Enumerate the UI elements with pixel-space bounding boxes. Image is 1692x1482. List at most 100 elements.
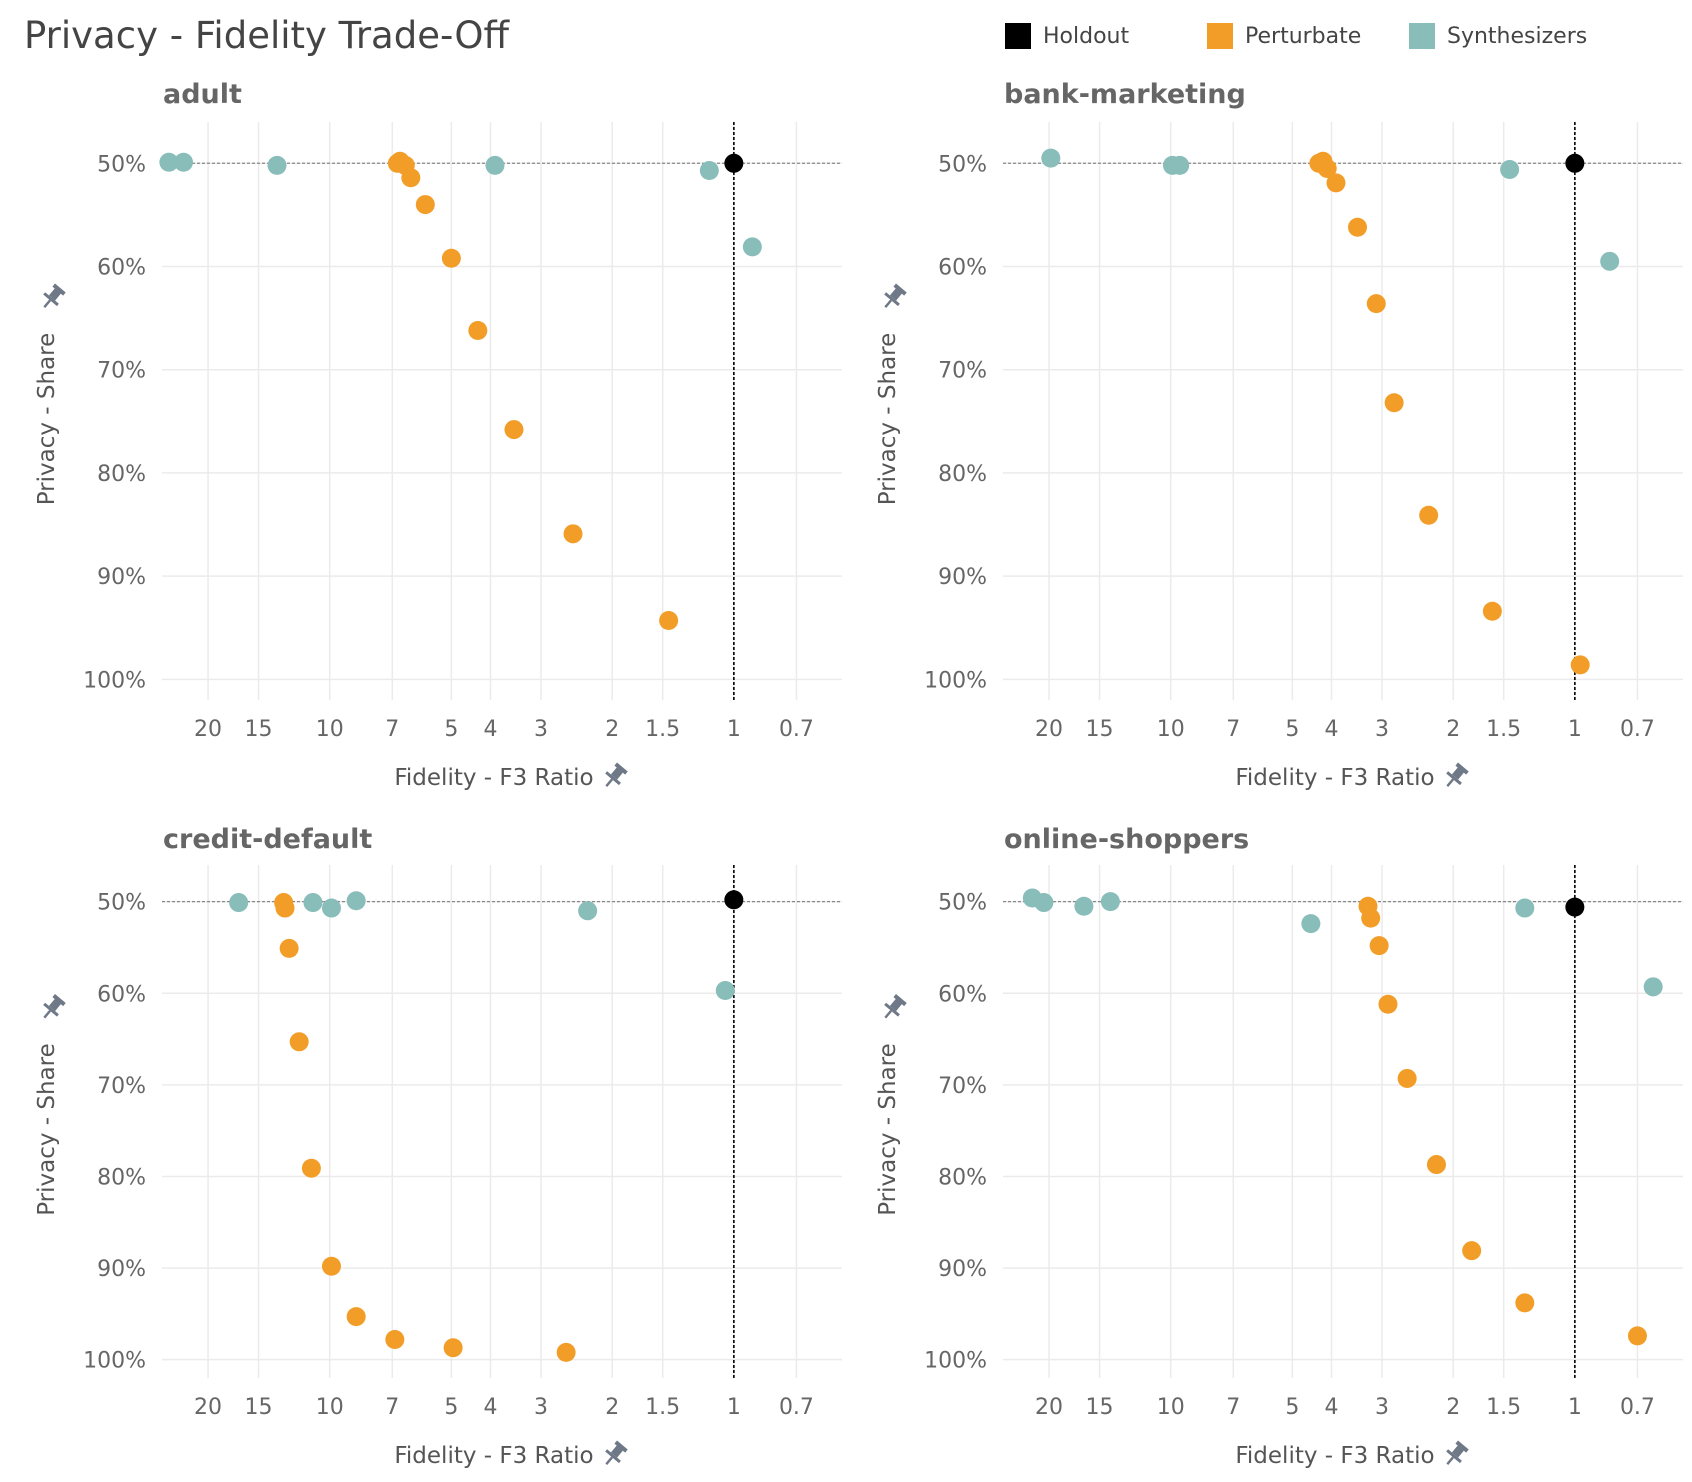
data-point-synthesizers[interactable] [715, 981, 735, 1001]
pin-icon[interactable] [599, 1439, 629, 1470]
data-point-perturbate[interactable] [1627, 1326, 1647, 1346]
pin-icon[interactable] [37, 282, 67, 313]
data-point-synthesizers[interactable] [174, 152, 194, 172]
data-point-synthesizers[interactable] [1074, 896, 1094, 916]
x-tick-label: 10 [1157, 1395, 1185, 1420]
data-point-perturbate[interactable] [1482, 601, 1502, 621]
data-point-perturbate[interactable] [1347, 217, 1367, 237]
data-point-perturbate[interactable] [1326, 173, 1346, 193]
pin-icon[interactable] [1440, 761, 1470, 792]
y-tick-label: 60% [97, 982, 146, 1007]
data-point-perturbate[interactable] [1366, 294, 1386, 314]
x-tick-label: 15 [245, 1395, 273, 1420]
data-point-perturbate[interactable] [504, 420, 524, 440]
data-point-perturbate[interactable] [275, 898, 295, 918]
data-point-synthesizers[interactable] [346, 891, 366, 911]
data-point-perturbate[interactable] [346, 1307, 366, 1327]
y-tick-label: 70% [97, 359, 146, 384]
pin-icon[interactable] [1440, 1439, 1470, 1470]
data-point-perturbate[interactable] [1462, 1241, 1482, 1261]
data-point-synthesizers[interactable] [699, 161, 719, 181]
x-tick-label: 15 [1086, 1395, 1114, 1420]
data-point-perturbate[interactable] [385, 1330, 405, 1350]
data-point-synthesizers[interactable] [578, 901, 598, 921]
x-tick-label: 20 [1035, 717, 1063, 742]
x-tick-label: 1.5 [1486, 717, 1521, 742]
y-axis-label: Privacy - Share [875, 1043, 901, 1216]
data-point-perturbate[interactable] [289, 1032, 309, 1052]
data-point-perturbate[interactable] [401, 168, 421, 188]
data-point-perturbate[interactable] [321, 1256, 341, 1276]
y-tick-label: 60% [97, 256, 146, 281]
pin-icon-base [884, 1002, 900, 1017]
data-point-perturbate[interactable] [441, 248, 461, 268]
pin-icon[interactable] [878, 993, 908, 1024]
data-point-perturbate[interactable] [1361, 908, 1381, 928]
data-point-perturbate[interactable] [1317, 158, 1337, 178]
data-point-synthesizers[interactable] [742, 237, 762, 257]
data-point-perturbate[interactable] [301, 1158, 321, 1178]
pin-icon-base [43, 292, 59, 307]
data-point-perturbate[interactable] [1419, 505, 1439, 525]
x-tick-label: 4 [484, 717, 498, 742]
data-point-holdout[interactable] [724, 153, 744, 173]
data-point-perturbate[interactable] [468, 320, 488, 340]
data-point-holdout[interactable] [1565, 153, 1585, 173]
data-point-synthesizers[interactable] [303, 893, 323, 913]
data-point-perturbate[interactable] [1397, 1068, 1417, 1088]
data-point-perturbate[interactable] [659, 611, 679, 631]
data-point-synthesizers[interactable] [1041, 148, 1061, 168]
data-point-perturbate[interactable] [556, 1342, 576, 1362]
x-tick-label: 1 [1568, 1395, 1582, 1420]
pin-icon[interactable] [599, 761, 629, 792]
y-tick-label: 50% [938, 152, 987, 177]
x-tick-label: 3 [1375, 1395, 1389, 1420]
data-point-synthesizers[interactable] [1600, 251, 1620, 271]
data-point-synthesizers[interactable] [1515, 898, 1535, 918]
data-point-perturbate[interactable] [415, 195, 435, 215]
data-point-synthesizers[interactable] [1643, 977, 1663, 997]
y-tick-label: 90% [938, 565, 987, 590]
data-point-holdout[interactable] [724, 890, 744, 910]
y-tick-label: 50% [938, 891, 987, 916]
data-point-synthesizers[interactable] [1170, 155, 1190, 175]
data-point-synthesizers[interactable] [1100, 892, 1120, 912]
legend-item-holdout[interactable]: Holdout [1005, 18, 1129, 54]
data-point-perturbate[interactable] [563, 524, 583, 544]
data-point-perturbate[interactable] [1426, 1155, 1446, 1175]
y-tick-label: 70% [938, 1074, 987, 1099]
y-tick-label: 80% [938, 1165, 987, 1190]
data-point-synthesizers[interactable] [1500, 159, 1520, 179]
data-point-perturbate[interactable] [1515, 1293, 1535, 1313]
data-point-perturbate[interactable] [279, 938, 299, 958]
data-point-perturbate[interactable] [1369, 936, 1389, 956]
data-point-perturbate[interactable] [1570, 655, 1590, 675]
data-point-synthesizers[interactable] [321, 898, 341, 918]
y-tick-label: 90% [97, 565, 146, 590]
pin-icon[interactable] [37, 993, 67, 1024]
y-tick-label: 100% [83, 668, 146, 693]
data-point-holdout[interactable] [1565, 897, 1585, 917]
x-tick-label: 7 [385, 717, 399, 742]
pin-icon-head [1455, 1440, 1469, 1453]
pin-icon-base [605, 771, 621, 786]
x-tick-label: 2 [1446, 1395, 1460, 1420]
data-point-perturbate[interactable] [443, 1338, 463, 1358]
data-point-synthesizers[interactable] [159, 152, 179, 172]
y-tick-label: 70% [938, 359, 987, 384]
data-point-synthesizers[interactable] [1301, 914, 1321, 934]
data-point-synthesizers[interactable] [1034, 893, 1054, 913]
x-tick-label: 5 [444, 717, 458, 742]
data-point-perturbate[interactable] [1384, 393, 1404, 413]
pin-icon-base [605, 1449, 621, 1464]
data-point-synthesizers[interactable] [229, 893, 249, 913]
data-point-perturbate[interactable] [1378, 994, 1398, 1014]
x-tick-label: 2 [605, 1395, 619, 1420]
legend-item-perturbate[interactable]: Perturbate [1207, 18, 1361, 54]
data-point-synthesizers[interactable] [485, 155, 505, 175]
pin-icon[interactable] [878, 282, 908, 313]
data-point-synthesizers[interactable] [267, 155, 287, 175]
y-tick-label: 70% [97, 1074, 146, 1099]
legend-item-synthesizers[interactable]: Synthesizers [1409, 18, 1587, 54]
x-axis-label: Fidelity - F3 Ratio [1235, 1443, 1434, 1469]
